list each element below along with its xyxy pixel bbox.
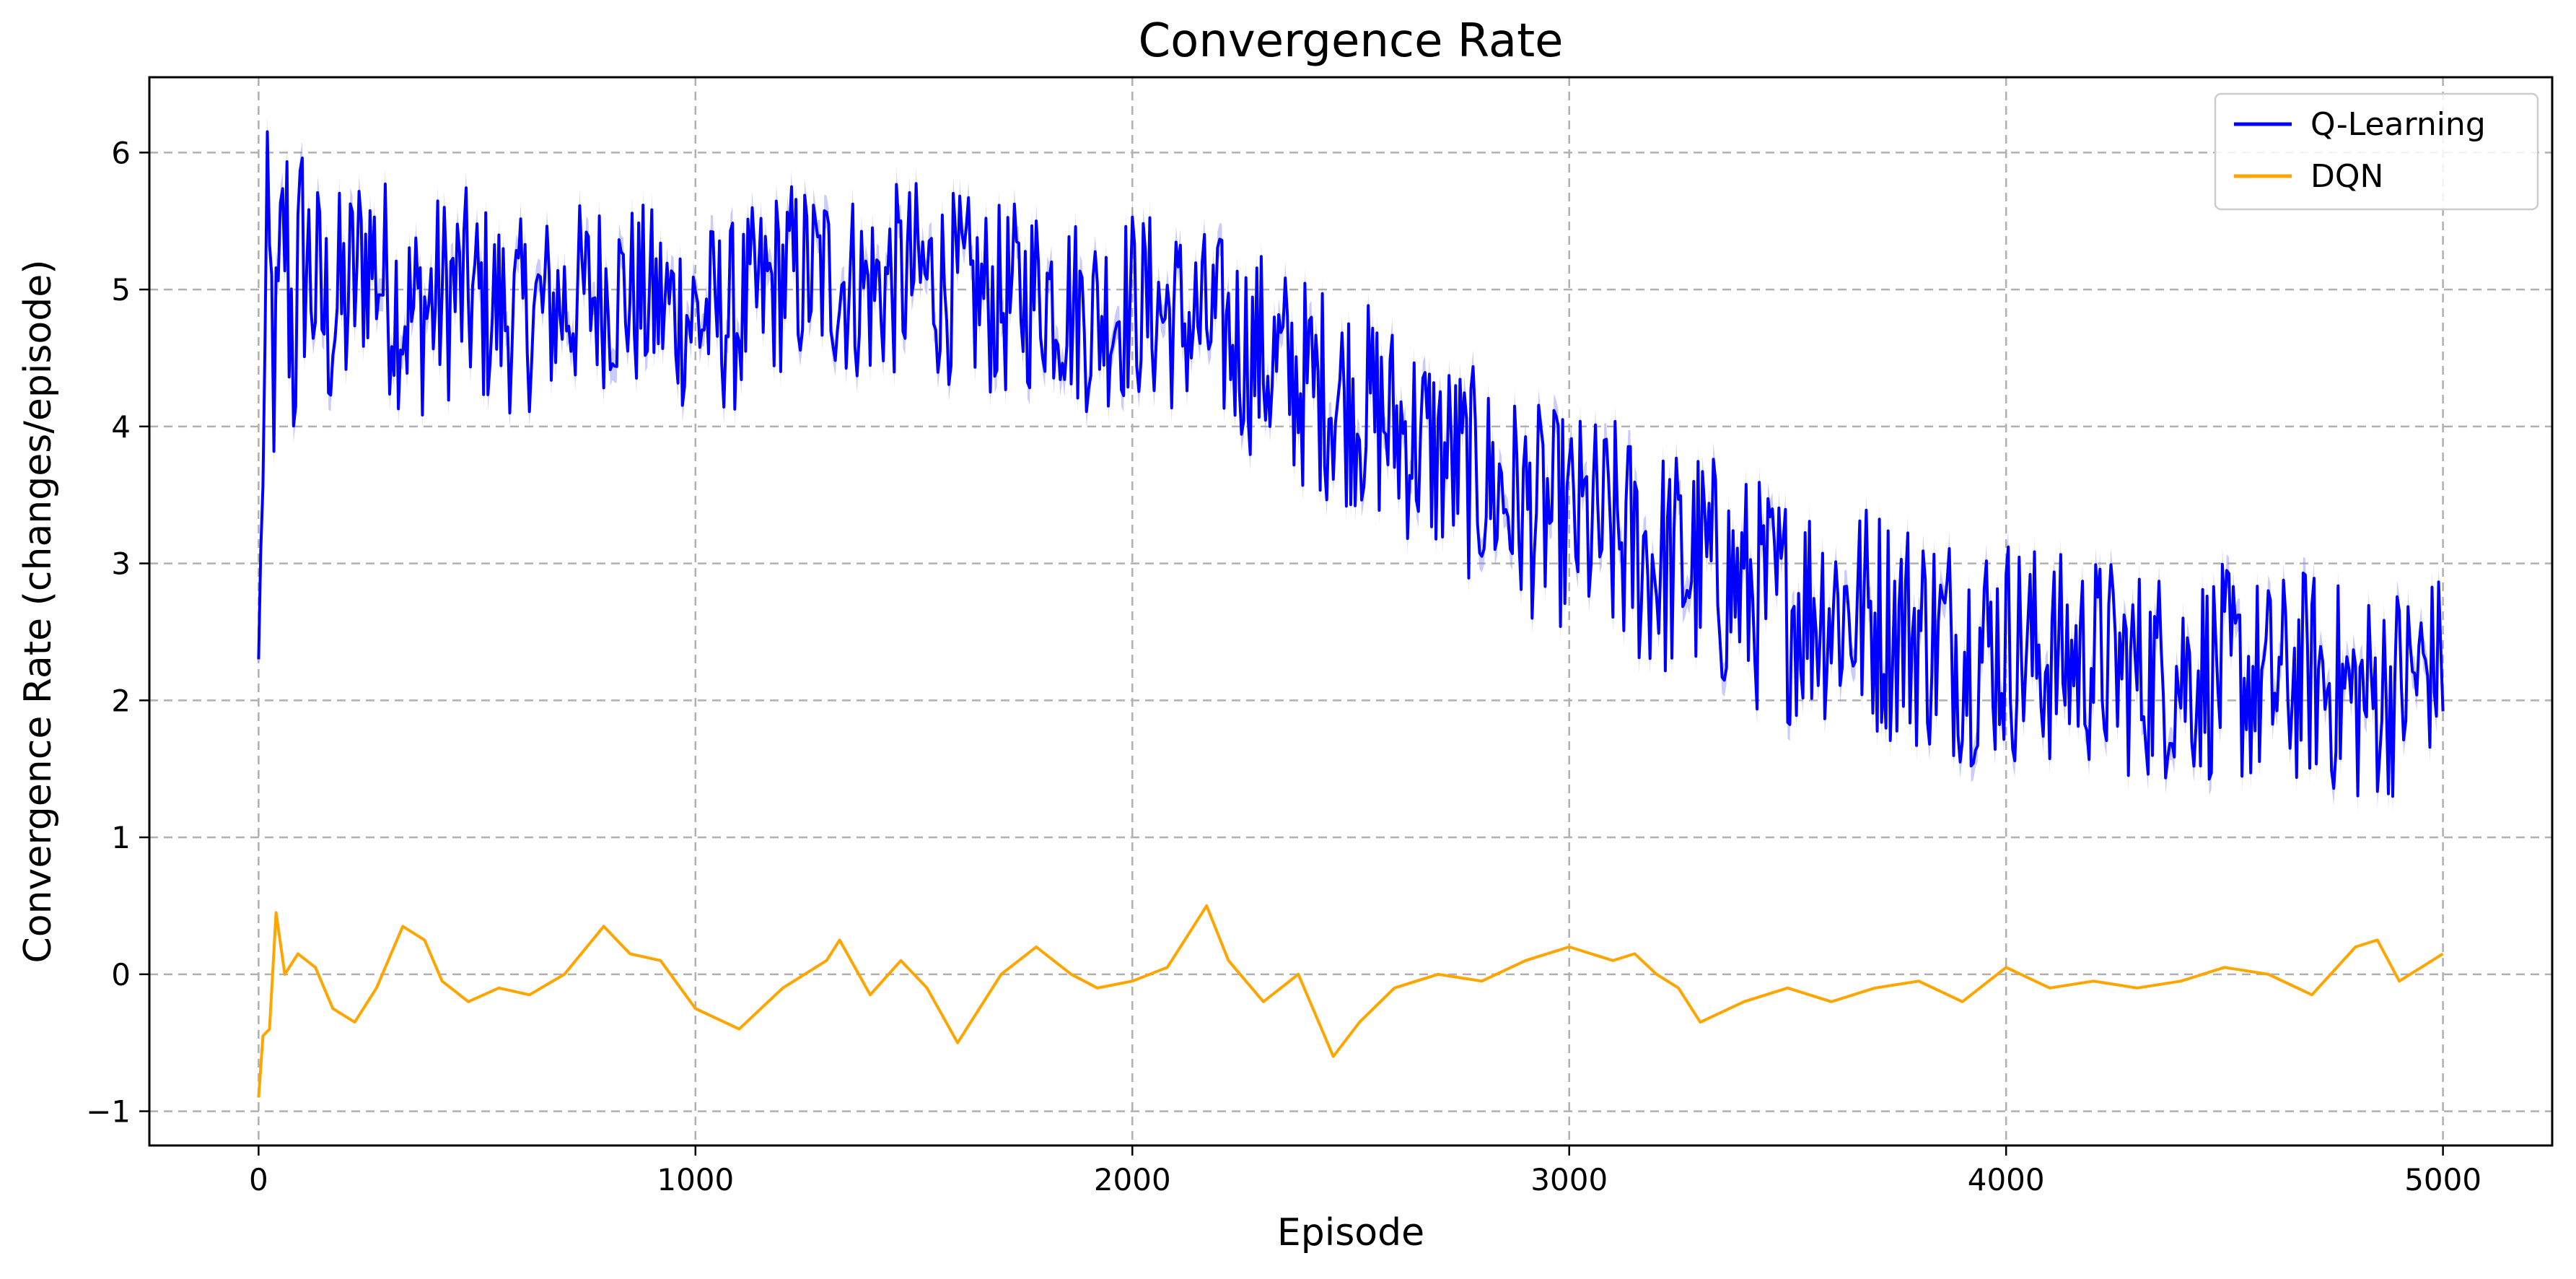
legend: Q-Learning DQN <box>2214 92 2539 211</box>
x-tick-label: 4000 <box>1968 1162 2045 1197</box>
legend-box <box>2214 92 2539 211</box>
legend-label: Q-Learning <box>2310 106 2486 143</box>
y-tick-label: 5 <box>111 272 131 307</box>
tick-layer: 0 1000 2000 3000 4000 5000 −1 0 1 2 3 4 5 6 <box>86 135 2481 1197</box>
y-tick-label: 1 <box>111 820 131 855</box>
x-tick-label: 0 <box>249 1162 268 1197</box>
y-tick-label: 3 <box>111 546 131 582</box>
y-tick-label: 6 <box>111 135 131 170</box>
x-tick-label: 1000 <box>657 1162 734 1197</box>
plot-frame <box>148 76 2554 1147</box>
y-tick-label: −1 <box>86 1094 131 1130</box>
x-axis-title: Episode <box>1277 1211 1424 1254</box>
y-tick-label: 0 <box>111 957 131 992</box>
y-tick-label: 2 <box>111 683 131 718</box>
x-tick-label: 3000 <box>1530 1162 1608 1197</box>
y-axis-title: Convergence Rate (changes/episode) <box>17 259 60 963</box>
legend-label: DQN <box>2310 158 2383 195</box>
x-tick-label: 5000 <box>2404 1162 2481 1197</box>
x-tick-label: 2000 <box>1094 1162 1171 1197</box>
plot-layer <box>257 115 2445 1098</box>
y-tick-label: 4 <box>111 409 131 445</box>
series-line-dqn <box>257 904 2444 1098</box>
series-line-q-learning <box>257 130 2445 798</box>
grid-layer <box>149 77 2552 1145</box>
chart-title: Convergence Rate <box>1138 14 1563 68</box>
